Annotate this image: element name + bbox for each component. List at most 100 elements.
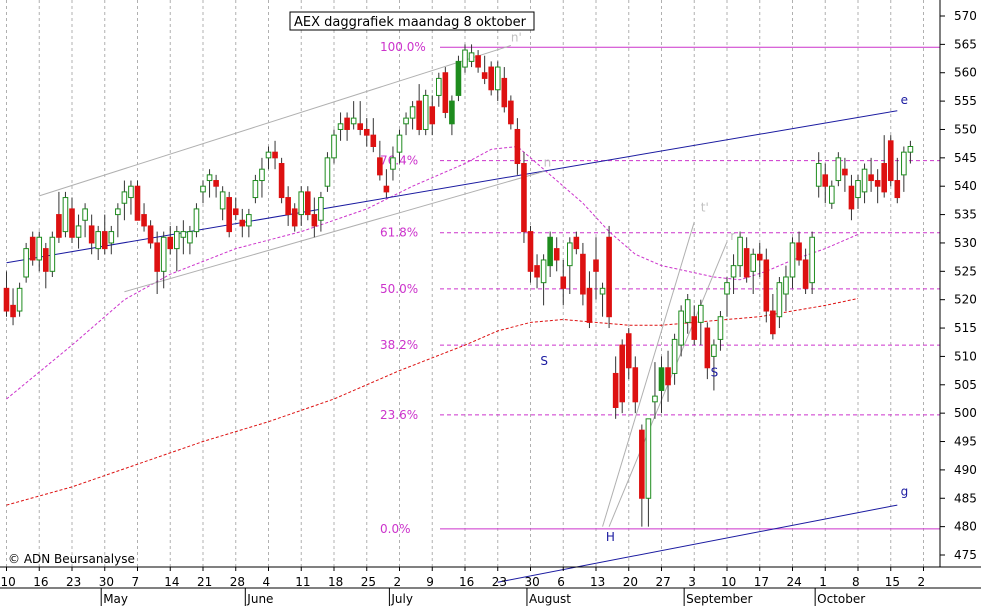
candle-body-up: [174, 231, 180, 250]
y-tick-label: 515: [954, 321, 977, 335]
annotation-label: S: [711, 365, 719, 379]
candle-body-down: [501, 77, 508, 108]
annotation-label: r: [730, 229, 735, 243]
candle-body-up: [730, 265, 737, 278]
fib-level-label: 0.0%: [380, 522, 411, 536]
candle-body-up: [324, 157, 331, 187]
candle-body-down: [134, 185, 141, 221]
fib-level-label: 50.0%: [380, 282, 418, 296]
x-tick-label: 11: [295, 575, 310, 589]
candle-body-up: [599, 287, 606, 295]
candle-body-down: [69, 208, 75, 238]
candle-body-up: [331, 134, 337, 159]
candle-body-up: [540, 259, 547, 284]
candle-body-down: [305, 191, 311, 216]
candle-body-down: [881, 163, 888, 193]
x-tick-label: 24: [787, 575, 802, 589]
candle-body-down: [586, 287, 593, 323]
candle-body-up: [187, 231, 193, 244]
x-tick-label: 2: [394, 575, 402, 589]
candle-body-down: [147, 225, 154, 244]
candle-body-down: [416, 100, 422, 130]
candle-body-up: [671, 338, 678, 374]
candle-body-down: [344, 117, 350, 130]
month-label: August: [529, 592, 571, 606]
candle-body-up: [200, 185, 206, 193]
x-tick-label: 30: [525, 575, 540, 589]
trendline-channel-top: [39, 45, 512, 197]
annotations: n' n t' r S S He g: [511, 31, 908, 544]
candle-body-down: [167, 236, 174, 250]
x-tick-label: 30: [99, 575, 114, 589]
candle-body-down: [521, 163, 527, 233]
y-tick-label: 490: [954, 463, 977, 477]
candle-body-down: [56, 214, 62, 238]
candle-body-down: [639, 429, 645, 499]
candle-body-down: [10, 304, 16, 318]
candle-body-up: [684, 299, 691, 323]
candle-body-down: [285, 197, 291, 216]
candle-body-down: [894, 180, 901, 199]
x-tick-label: 14: [164, 575, 179, 589]
fib-level-label: 23.6%: [380, 408, 418, 422]
x-tick-label: 6: [557, 575, 565, 589]
y-tick-label: 495: [954, 435, 977, 449]
candle-body-up: [809, 236, 815, 284]
x-tick-label: 25: [361, 575, 376, 589]
candle-body-down: [842, 168, 848, 176]
candle-body-down: [802, 259, 809, 289]
y-tick-label: 505: [954, 378, 977, 392]
candle-body-down: [239, 219, 246, 227]
month-label: October: [817, 592, 865, 606]
annotation-label: t': [701, 201, 709, 215]
month-label: September: [686, 592, 752, 606]
candle-body-down: [429, 106, 436, 125]
candle-body-up: [62, 197, 69, 233]
candle-body-down: [154, 242, 160, 272]
candle-body-up: [350, 117, 357, 125]
annotation-label: S: [540, 354, 548, 368]
annotation-label: e: [901, 93, 908, 107]
ma-long-line: [6, 298, 859, 506]
candle-body-up: [95, 231, 102, 250]
y-tick-label: 510: [954, 349, 977, 363]
y-tick-label: 555: [954, 94, 977, 108]
candle-body-up: [390, 157, 396, 170]
x-tick-label: 10: [1, 575, 16, 589]
candle-body-down: [573, 236, 580, 250]
candle-body-up: [436, 77, 442, 96]
candle-body-up: [907, 145, 914, 153]
candle-body-up: [750, 253, 757, 272]
candle-body-up: [789, 242, 796, 278]
month-label: May: [103, 592, 128, 606]
x-tick-label: 4: [263, 575, 271, 589]
trendline-n: [124, 170, 544, 293]
candle-body-down: [383, 185, 390, 193]
trendline-g: [497, 504, 898, 583]
candle-body-down: [625, 333, 632, 369]
y-tick-label: 530: [954, 236, 977, 250]
candle-body-up: [219, 191, 226, 210]
candle-body-up: [252, 180, 259, 199]
candle-body-down: [632, 367, 639, 403]
candle-body-down: [868, 174, 874, 182]
x-tick-label: 17: [754, 575, 769, 589]
candle-body-up: [835, 157, 842, 182]
candle-body-down: [481, 72, 488, 79]
candle-body-down: [29, 236, 36, 261]
candle-body-up: [567, 242, 573, 267]
x-tick-label: 21: [197, 575, 212, 589]
candle-body-up: [783, 276, 789, 295]
candle-body-up: [259, 168, 265, 182]
candle-body-up: [737, 236, 743, 267]
candle-body-down: [101, 231, 108, 250]
candle-body-up: [861, 168, 868, 193]
title-box: AEX daggrafiek maandag 8 oktober: [289, 11, 535, 31]
candle-body-up: [652, 395, 658, 403]
candle-body-up: [337, 123, 344, 130]
candle-body-up: [462, 49, 468, 68]
candle-body-down: [508, 100, 514, 125]
candle-body-up: [829, 185, 835, 204]
y-tick-label: 550: [954, 122, 977, 136]
